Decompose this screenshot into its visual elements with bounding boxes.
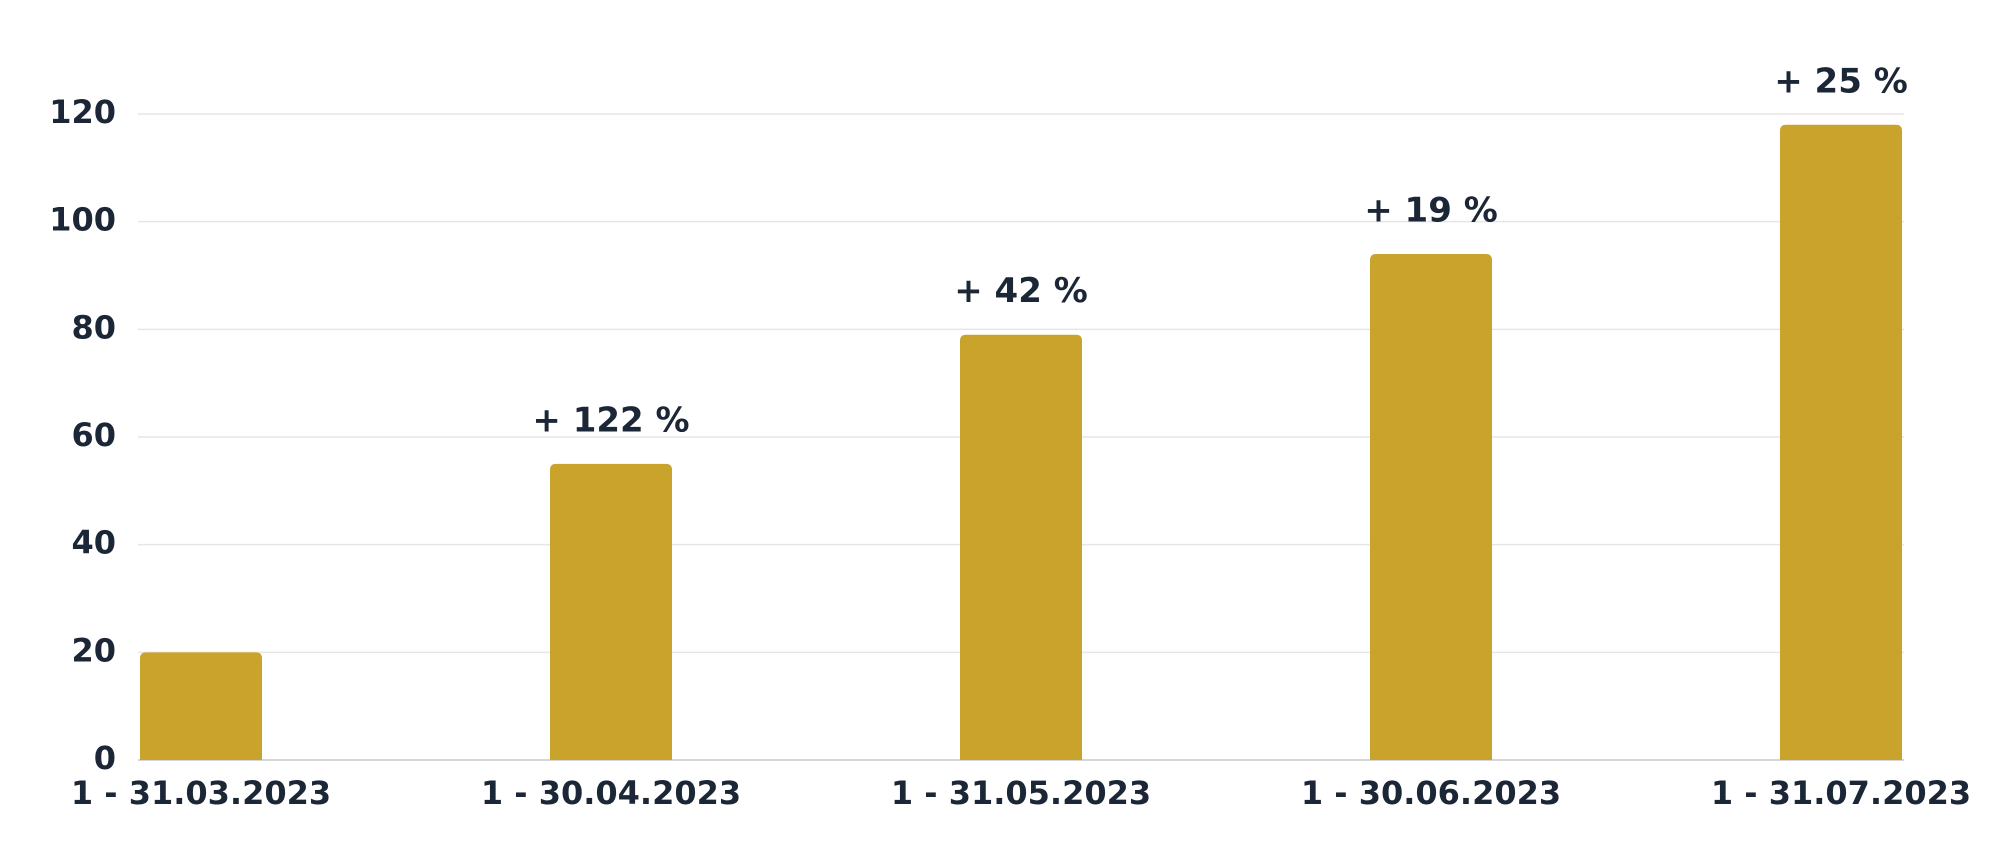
y-tick-label: 80 xyxy=(71,308,116,346)
x-tick-label: 1 - 31.03.2023 xyxy=(71,774,331,812)
y-tick-label: 100 xyxy=(49,201,116,239)
bar xyxy=(1370,253,1492,760)
y-tick-label: 60 xyxy=(71,416,116,454)
growth-label: + 122 % xyxy=(532,400,689,440)
bar xyxy=(960,334,1082,760)
y-tick-label: 0 xyxy=(94,739,116,777)
x-tick-label: 1 - 31.05.2023 xyxy=(891,774,1151,812)
x-tick-label: 1 - 30.04.2023 xyxy=(481,774,741,812)
bar xyxy=(550,463,672,760)
growth-label: + 19 % xyxy=(1364,190,1498,230)
y-tick-label: 40 xyxy=(71,524,116,562)
x-tick-label: 1 - 30.06.2023 xyxy=(1301,774,1561,812)
y-tick-label: 120 xyxy=(49,93,116,131)
bar xyxy=(1780,124,1902,761)
x-tick-label: 1 - 31.07.2023 xyxy=(1711,774,1971,812)
growth-label: + 25 % xyxy=(1774,61,1908,101)
growth-label: + 42 % xyxy=(954,271,1088,311)
bar xyxy=(140,652,262,760)
y-tick-label: 20 xyxy=(71,631,116,669)
